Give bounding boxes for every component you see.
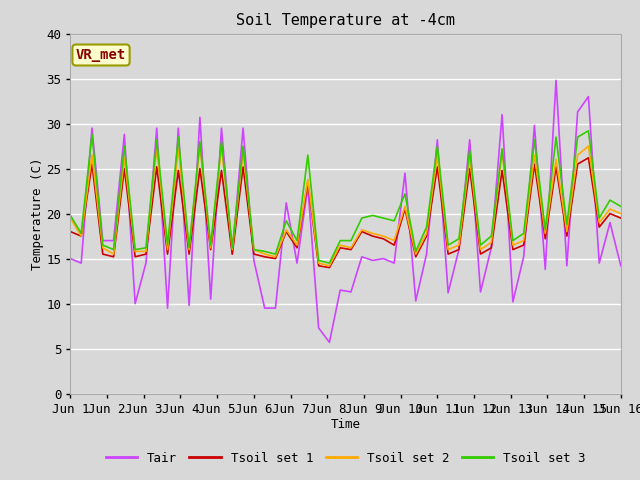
Tsoil set 2 bbox=[380, 233, 387, 239]
X-axis label: Time: Time bbox=[331, 419, 360, 432]
Tsoil set 2 bbox=[271, 254, 279, 260]
Tair bbox=[552, 77, 560, 84]
Tsoil set 1 bbox=[326, 264, 333, 270]
Tsoil set 2 bbox=[347, 245, 355, 251]
Tsoil set 2 bbox=[196, 143, 204, 149]
Text: VR_met: VR_met bbox=[76, 48, 126, 62]
Title: Soil Temperature at -4cm: Soil Temperature at -4cm bbox=[236, 13, 455, 28]
Y-axis label: Temperature (C): Temperature (C) bbox=[31, 157, 44, 270]
Tsoil set 3 bbox=[337, 238, 344, 243]
Tsoil set 1 bbox=[369, 233, 376, 239]
Tsoil set 1 bbox=[261, 254, 269, 260]
Line: Tair: Tair bbox=[70, 80, 621, 342]
Line: Tsoil set 1: Tsoil set 1 bbox=[70, 158, 621, 267]
Tsoil set 2 bbox=[422, 230, 430, 236]
Tsoil set 2 bbox=[109, 251, 117, 257]
Tsoil set 3 bbox=[433, 143, 441, 149]
Tair bbox=[412, 298, 420, 304]
Tsoil set 1 bbox=[412, 254, 420, 260]
Tsoil set 3 bbox=[261, 249, 269, 254]
Tsoil set 3 bbox=[67, 213, 74, 218]
Tsoil set 3 bbox=[326, 260, 333, 266]
Tsoil set 1 bbox=[617, 215, 625, 221]
Tair bbox=[369, 257, 376, 263]
Tair bbox=[337, 287, 344, 293]
Line: Tsoil set 2: Tsoil set 2 bbox=[70, 146, 621, 266]
Tsoil set 3 bbox=[369, 213, 376, 218]
Tsoil set 2 bbox=[617, 211, 625, 216]
Tsoil set 1 bbox=[337, 245, 344, 251]
Tsoil set 3 bbox=[412, 249, 420, 254]
Tair bbox=[326, 339, 333, 345]
Tair bbox=[67, 256, 74, 262]
Tsoil set 1 bbox=[109, 254, 117, 260]
Tsoil set 3 bbox=[584, 128, 592, 133]
Tair bbox=[617, 263, 625, 269]
Tsoil set 3 bbox=[617, 204, 625, 209]
Tsoil set 2 bbox=[444, 247, 452, 252]
Tsoil set 3 bbox=[109, 247, 117, 252]
Tair bbox=[261, 305, 269, 311]
Tair bbox=[109, 238, 117, 243]
Tsoil set 1 bbox=[67, 228, 74, 234]
Tair bbox=[433, 137, 441, 143]
Legend: Tair, Tsoil set 1, Tsoil set 2, Tsoil set 3: Tair, Tsoil set 1, Tsoil set 2, Tsoil se… bbox=[100, 447, 591, 469]
Tsoil set 1 bbox=[584, 155, 592, 161]
Tsoil set 1 bbox=[433, 164, 441, 170]
Line: Tsoil set 3: Tsoil set 3 bbox=[70, 131, 621, 263]
Tsoil set 2 bbox=[67, 215, 74, 221]
Tsoil set 2 bbox=[326, 263, 333, 269]
